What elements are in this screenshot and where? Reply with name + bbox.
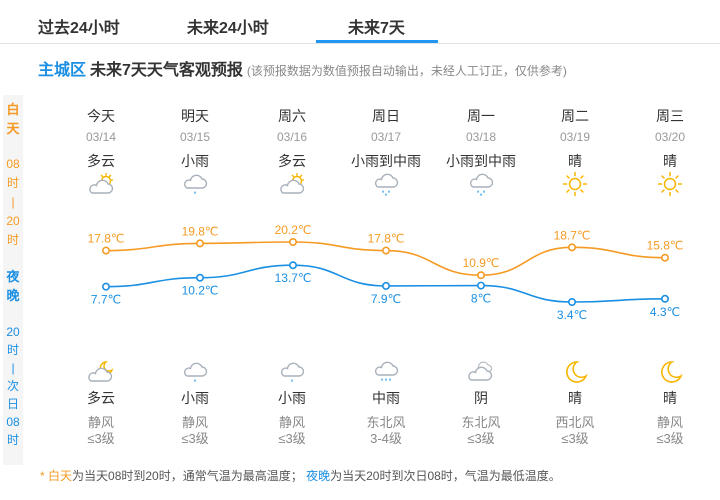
forecast-disclaimer: (该预报数据为数值预报自动输出，未经人工订正，仅供参考) [246, 64, 567, 78]
night-condition: 晴 [568, 390, 582, 406]
day-name: 周三 [656, 108, 684, 124]
footnote-day-term: 白天 [48, 469, 73, 483]
partly-cloudy-icon [242, 171, 342, 197]
moon-icon [525, 359, 625, 385]
page-title: 未来7天天气客观预报 [90, 62, 243, 79]
wind-direction: 东北风 [461, 415, 501, 430]
day-name: 周二 [561, 108, 589, 124]
night-period-label: 夜 晚 [3, 267, 23, 305]
day-date: 03/15 [179, 130, 211, 144]
day-date: 03/19 [559, 130, 591, 144]
partly-cloudy-icon [51, 171, 151, 197]
day-name: 明天 [181, 108, 209, 124]
day-condition: 晴 [568, 153, 582, 169]
day-time-char: 时 [6, 176, 19, 190]
night-time-char: 20 [6, 325, 20, 339]
night-condition: 小雨 [278, 390, 306, 406]
day-time-char: 时 [6, 233, 19, 247]
wind-direction: 静风 [87, 415, 114, 430]
wind-level: ≤3级 [561, 431, 589, 446]
night-time-char: 时 [6, 433, 19, 447]
day-condition: 小雨 [181, 153, 209, 169]
day-name: 周一 [467, 108, 495, 124]
day-condition: 小雨到中雨 [351, 153, 421, 169]
night-condition: 晴 [663, 390, 677, 406]
day-condition: 晴 [663, 153, 677, 169]
wind-level: ≤3级 [467, 431, 495, 446]
day-condition: 多云 [87, 153, 115, 169]
wind-level: ≤3级 [181, 431, 209, 446]
day-condition: 多云 [278, 153, 306, 169]
footnote: * 白天为当天08时到20时，通常气温为最高温度； 夜晚为当天20时到次日08时… [40, 467, 561, 484]
sun-icon [525, 171, 625, 197]
moon-icon [620, 359, 720, 385]
night-condition: 小雨 [181, 390, 209, 406]
night-period-time: 20 时 | 次 日 08 时 [3, 323, 23, 449]
footnote-night-term: 夜晚 [306, 469, 331, 483]
night-time-char: | [11, 361, 15, 375]
day-period-time: 08 时 | 20 时 [3, 155, 23, 250]
day-condition: 小雨到中雨 [446, 153, 516, 169]
partly-cloudy-night-icon [51, 359, 151, 385]
day-period-label: 白 天 [3, 100, 23, 138]
day-date: 03/20 [654, 130, 686, 144]
rain-icon [431, 171, 531, 197]
night-condition: 多云 [87, 390, 115, 406]
night-label-char: 夜 [6, 269, 20, 284]
day-date: 03/14 [85, 130, 117, 144]
day-column[interactable]: 今天 03/14 多云 多云 静风 ≤3级 [51, 0, 151, 470]
light-rain-icon [145, 359, 245, 385]
day-time-char: | [11, 195, 15, 209]
region-name: 主城区 [38, 62, 87, 79]
day-name: 周六 [278, 108, 306, 124]
day-column[interactable]: 明天 03/15 小雨 小雨 静风 ≤3级 [145, 0, 245, 470]
night-time-char: 时 [6, 343, 19, 357]
light-rain-icon [145, 171, 245, 197]
rain-icon [336, 171, 436, 197]
tab-next-7-days[interactable]: 未来7天 [348, 20, 405, 37]
day-time-char: 20 [6, 214, 20, 228]
day-name: 今天 [87, 108, 115, 124]
wind-direction: 静风 [278, 415, 305, 430]
day-time-char: 08 [6, 157, 20, 171]
forecast-header: 主城区 未来7天天气客观预报 (该预报数据为数值预报自动输出，未经人工订正，仅供参考… [38, 56, 567, 80]
wind-direction: 东北风 [366, 415, 406, 430]
day-label-char: 白 [6, 102, 20, 117]
day-column[interactable]: 周三 03/20 晴 晴 静风 ≤3级 [620, 0, 720, 470]
wind-direction: 静风 [181, 415, 208, 430]
day-column[interactable]: 周六 03/16 多云 小雨 静风 ≤3级 [242, 0, 342, 470]
wind-level: ≤3级 [656, 431, 684, 446]
tab-past-24h[interactable]: 过去24小时 [38, 20, 120, 37]
night-time-char: 08 [6, 415, 20, 429]
day-date: 03/18 [465, 130, 497, 144]
period-sidebar: 白 天 08 时 | 20 时 夜 晚 20 时 | 次 日 08 时 [3, 95, 23, 465]
night-condition: 阴 [474, 390, 488, 406]
footnote-night-text: 为当天20时到次日08时，气温为最低温度。 [330, 469, 561, 483]
wind-level: ≤3级 [278, 431, 306, 446]
tab-next-24h[interactable]: 未来24小时 [187, 20, 269, 37]
day-column[interactable]: 周一 03/18 小雨到中雨 阴 东北风 ≤3级 [431, 0, 531, 470]
day-column[interactable]: 周二 03/19 晴 晴 西北风 ≤3级 [525, 0, 625, 470]
active-tab-indicator [316, 40, 438, 43]
forecast-tabs: 过去24小时 未来24小时 未来7天 [0, 0, 720, 44]
night-label-char: 晚 [6, 288, 20, 303]
day-date: 03/16 [276, 130, 308, 144]
wind-direction: 静风 [656, 415, 683, 430]
day-name: 周日 [372, 108, 400, 124]
light-rain-icon [242, 359, 342, 385]
day-date: 03/17 [370, 130, 402, 144]
wind-level: 3-4级 [370, 431, 402, 446]
day-label-char: 天 [6, 121, 20, 136]
night-time-char: 次 [6, 379, 19, 393]
sun-icon [620, 171, 720, 197]
footnote-star: * [40, 469, 45, 483]
wind-level: ≤3级 [87, 431, 115, 446]
overcast-icon [431, 359, 531, 385]
day-column[interactable]: 周日 03/17 小雨到中雨 中雨 东北风 3-4级 [336, 0, 436, 470]
night-condition: 中雨 [372, 390, 400, 406]
night-time-char: 日 [6, 397, 19, 411]
wind-direction: 西北风 [555, 415, 595, 430]
moderate-rain-icon [336, 359, 436, 385]
footnote-day-text: 为当天08时到20时，通常气温为最高温度； [72, 469, 303, 483]
